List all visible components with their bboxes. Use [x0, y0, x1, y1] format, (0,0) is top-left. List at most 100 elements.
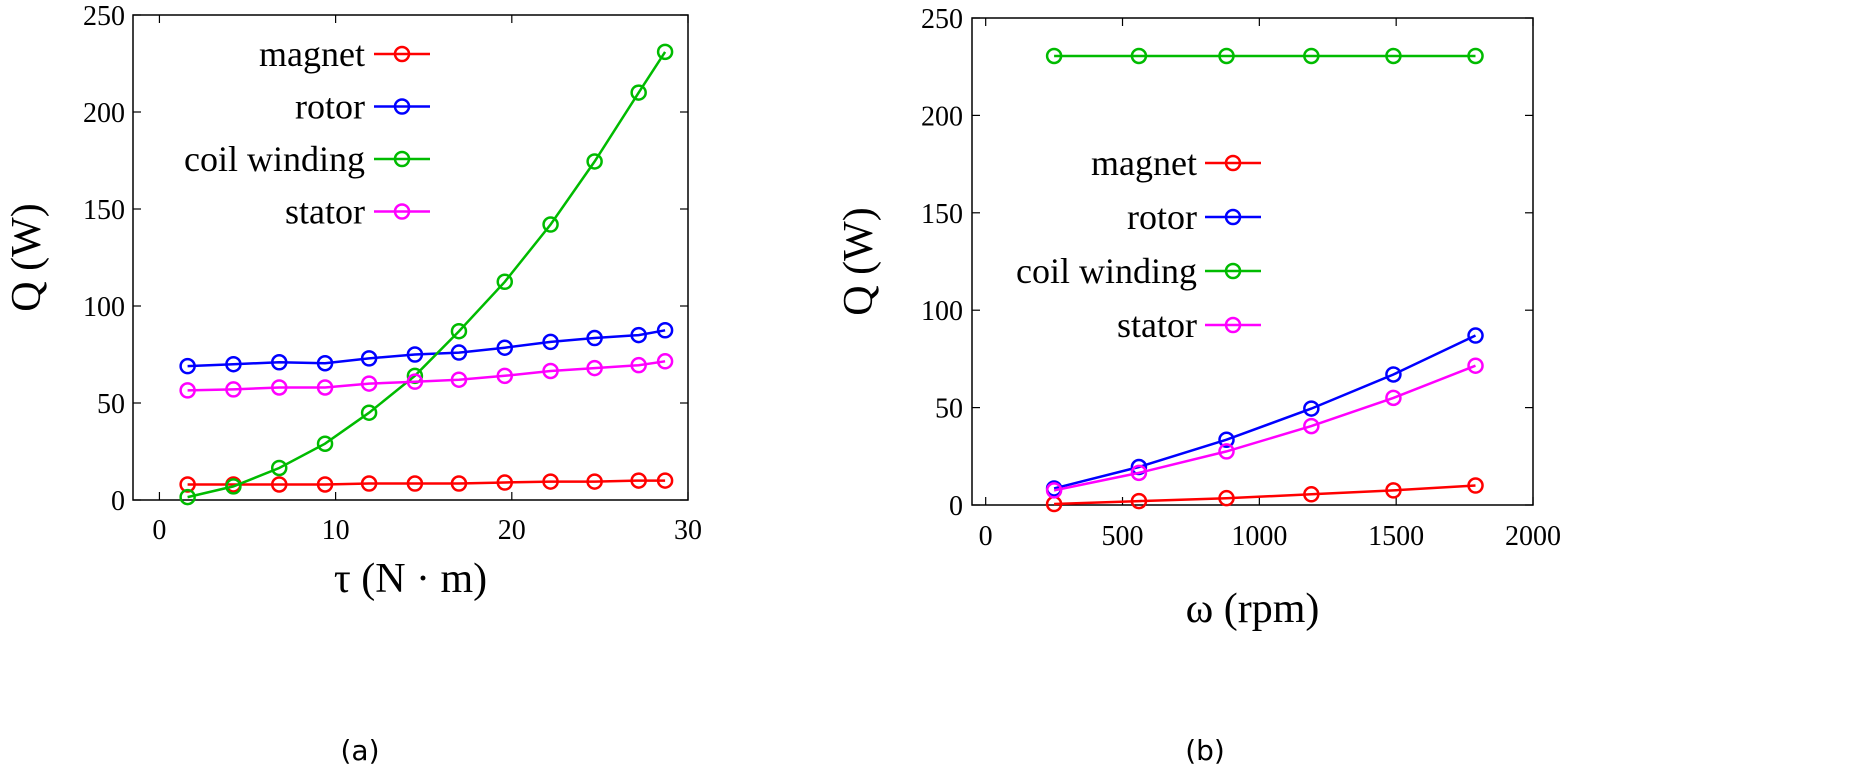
y-tick-label: 150	[921, 199, 963, 230]
data-point-magnet	[1218, 489, 1235, 507]
y-tick-label: 0	[949, 491, 963, 522]
series-line-coil-winding	[187, 51, 667, 499]
data-point-coil-winding	[1045, 47, 1063, 65]
data-point-stator	[542, 362, 559, 380]
data-point-stator	[316, 379, 334, 396]
plot-frame	[971, 17, 1534, 506]
data-point-stator	[630, 356, 647, 374]
data-point-magnet	[1303, 486, 1320, 503]
data-point-rotor	[586, 329, 603, 347]
x-tick-label: 0	[152, 515, 166, 546]
data-point-magnet	[542, 473, 559, 490]
data-point-rotor	[1303, 400, 1320, 417]
series-line-magnet	[1054, 484, 1476, 506]
x-tick-label: 0	[979, 521, 993, 552]
data-point-coil-winding	[225, 478, 242, 495]
y-tick-label: 100	[83, 292, 125, 323]
series-line-stator	[1053, 364, 1476, 492]
chart-panel-a: 0 50 100 150 200 250 0 10 20 30 τ (N · m) Q (W) magn…	[4, 1, 702, 602]
data-point-coil-winding	[270, 459, 288, 477]
data-point-magnet	[1130, 492, 1148, 510]
data-point-stator	[1130, 464, 1148, 482]
y-tick-label: 200	[921, 101, 963, 132]
legend-label-magnet: magnet	[259, 34, 365, 74]
data-point-rotor	[496, 339, 514, 356]
data-point-stator	[406, 373, 424, 390]
panel-a-caption: (a)	[340, 734, 379, 767]
series-line-rotor	[1053, 334, 1477, 490]
legend-label-rotor: rotor	[1127, 197, 1197, 237]
legend-marker-coil-winding	[393, 150, 411, 168]
data-point-coil-winding	[586, 153, 603, 170]
panel-b-caption: (b)	[1185, 734, 1225, 767]
legend-label-coil-winding: coil winding	[184, 139, 365, 179]
legend-marker-magnet	[393, 45, 411, 63]
data-point-coil-winding	[1385, 47, 1402, 65]
data-point-coil-winding	[316, 435, 334, 452]
data-point-rotor	[360, 350, 378, 367]
data-point-stator	[1467, 357, 1484, 374]
data-point-stator	[270, 379, 288, 396]
data-point-rotor	[1218, 431, 1235, 448]
data-point-rotor	[1467, 327, 1484, 344]
y-tick-label: 0	[111, 486, 125, 517]
data-point-magnet	[179, 476, 196, 493]
data-point-rotor	[656, 322, 674, 339]
legend-marker-coil-winding	[1224, 262, 1242, 280]
chart-panel-b: 0 50 100 150 200 250 0 500 1000 1500 2000 ω (rpm) Q …	[836, 4, 1561, 632]
data-point-coil-winding	[1467, 47, 1484, 65]
x-tick-label: 500	[1102, 521, 1144, 552]
data-point-stator	[496, 367, 514, 385]
x-axis-label: ω (rpm)	[1186, 586, 1320, 632]
data-point-coil-winding	[1303, 47, 1320, 65]
data-point-stator	[360, 375, 378, 392]
data-point-stator	[1385, 389, 1402, 407]
legend-marker-magnet	[1224, 154, 1242, 172]
data-point-rotor	[542, 333, 559, 351]
data-point-rotor	[316, 354, 334, 372]
data-point-rotor	[406, 346, 424, 363]
y-tick-label: 50	[935, 394, 963, 425]
data-point-coil-winding	[542, 216, 559, 233]
data-point-coil-winding	[1130, 47, 1148, 65]
legend-marker-rotor	[1224, 208, 1242, 226]
data-point-magnet	[316, 476, 334, 493]
y-tick-label: 250	[921, 4, 963, 35]
data-point-stator	[1303, 417, 1320, 435]
legend-label-magnet: magnet	[1091, 143, 1197, 183]
data-point-coil-winding	[496, 273, 514, 290]
data-point-stator	[656, 353, 674, 370]
data-point-magnet	[656, 472, 674, 489]
y-tick-label: 250	[83, 1, 125, 32]
legend-marker-stator	[1224, 316, 1242, 334]
x-tick-label: 1500	[1368, 521, 1424, 552]
data-point-coil-winding	[656, 43, 674, 61]
x-tick-label: 30	[674, 515, 702, 546]
data-point-rotor	[270, 354, 288, 371]
data-point-rotor	[630, 326, 647, 344]
data-point-magnet	[270, 476, 288, 493]
x-tick-label: 1000	[1231, 521, 1287, 552]
plot-frame	[132, 14, 689, 501]
data-point-magnet	[450, 475, 468, 492]
data-point-coil-winding	[179, 488, 196, 506]
data-point-magnet	[630, 472, 647, 489]
data-point-stator	[1218, 443, 1235, 460]
y-tick-label: 150	[83, 195, 125, 226]
data-point-coil-winding	[450, 322, 468, 340]
data-point-rotor	[1385, 366, 1402, 383]
x-tick-label: 20	[498, 515, 526, 546]
data-point-magnet	[1467, 477, 1484, 494]
data-point-magnet	[496, 474, 514, 491]
legend-label-coil-winding: coil winding	[1016, 251, 1197, 291]
legend-label-stator: stator	[1117, 305, 1197, 345]
data-point-stator	[225, 381, 242, 398]
x-tick-label: 10	[322, 515, 350, 546]
y-tick-label: 200	[83, 98, 125, 129]
y-axis-label: Q (W)	[4, 203, 50, 311]
series-line-magnet	[187, 479, 666, 486]
data-point-rotor	[225, 355, 242, 373]
data-point-stator	[179, 382, 196, 399]
data-point-stator	[586, 359, 603, 377]
